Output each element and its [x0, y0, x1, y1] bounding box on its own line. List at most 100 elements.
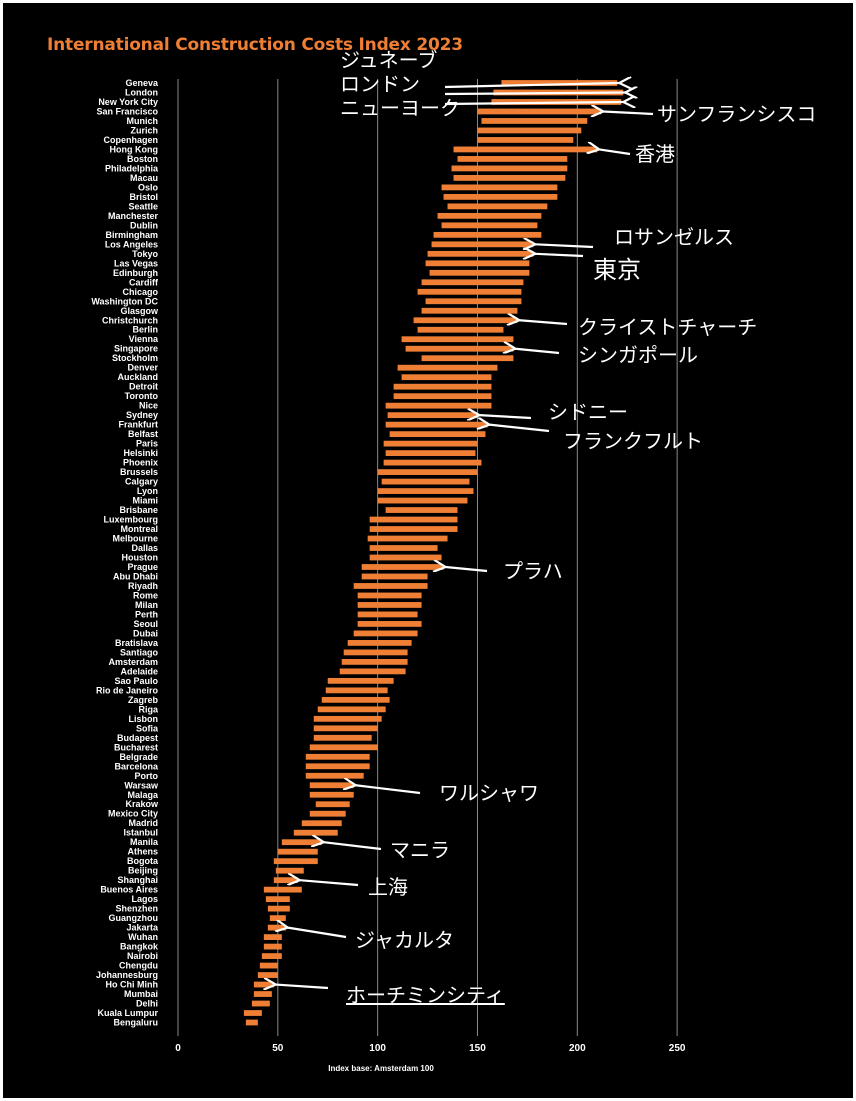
city-label: Stockholm — [112, 353, 158, 363]
city-label: Seattle — [128, 201, 158, 211]
city-label: Cardiff — [129, 277, 159, 287]
annotation-arrow — [535, 254, 584, 256]
range-bar — [361, 573, 428, 580]
range-bar — [253, 981, 274, 988]
range-bar — [301, 820, 342, 827]
annotation-label: シドニー — [548, 400, 628, 424]
range-bar — [357, 602, 422, 608]
annotation-label: シンガポール — [578, 343, 698, 367]
range-bar — [305, 772, 364, 779]
range-bar — [501, 80, 618, 86]
x-tick-label: 0 — [175, 1043, 181, 1054]
range-bar — [443, 193, 558, 200]
annotation-label: クライストチャーチ — [578, 315, 757, 339]
range-bar — [427, 250, 534, 257]
range-bar — [367, 535, 448, 542]
city-label: Zurich — [130, 125, 158, 135]
range-bar — [309, 791, 354, 798]
range-bar — [321, 696, 390, 703]
range-bar — [425, 298, 522, 305]
range-bar — [257, 972, 278, 978]
range-bar — [339, 668, 406, 675]
city-label: Chicago — [122, 287, 158, 297]
city-label: London — [125, 87, 158, 97]
x-tick-label: 50 — [272, 1043, 284, 1054]
range-bar — [275, 867, 304, 874]
city-label: Tokyo — [132, 249, 158, 259]
range-bar — [453, 175, 566, 181]
city-label: Bengaluru — [113, 1018, 158, 1028]
city-label: San Francisco — [96, 106, 158, 116]
city-label: Buenos Aires — [100, 885, 158, 895]
city-label: Mumbai — [124, 989, 158, 999]
range-bar — [243, 1010, 262, 1016]
city-label: Sao Paulo — [114, 676, 158, 686]
city-label: Berlin — [132, 325, 158, 335]
city-label: Auckland — [117, 372, 158, 382]
range-bar — [405, 345, 514, 352]
city-label: Guangzhou — [109, 913, 159, 923]
chart-frame: International Construction Costs Index 2… — [3, 3, 853, 1098]
range-bar — [477, 137, 574, 143]
city-label: Dublin — [130, 220, 158, 230]
range-bar — [385, 402, 492, 409]
city-label: Bucharest — [114, 742, 158, 752]
annotation-arrow — [603, 111, 654, 114]
city-label: Rome — [133, 590, 158, 600]
city-label: Adelaide — [120, 666, 158, 676]
city-label: Detroit — [129, 382, 158, 392]
range-bar — [267, 905, 290, 912]
city-label: Brussels — [120, 467, 158, 477]
city-label: Frankfurt — [118, 420, 158, 430]
range-bar — [305, 763, 370, 770]
range-bar — [317, 706, 386, 713]
city-label: Manchester — [108, 211, 159, 221]
range-bar — [263, 934, 282, 940]
range-bar — [421, 307, 518, 314]
range-bar — [357, 592, 422, 599]
range-bar — [369, 516, 458, 523]
range-bar — [385, 507, 458, 513]
range-bar — [369, 526, 458, 532]
range-bar — [431, 241, 534, 248]
city-label: Riyadh — [128, 581, 158, 591]
range-bar — [377, 469, 478, 475]
annotation-arrow — [599, 149, 631, 156]
range-bar — [385, 421, 488, 428]
range-bar — [357, 611, 418, 618]
city-label: Belfast — [128, 429, 158, 439]
range-bar — [309, 810, 346, 817]
range-bar — [309, 744, 378, 751]
city-label: Zagreb — [128, 695, 159, 705]
city-label: Nairobi — [127, 951, 158, 961]
city-label: Dubai — [133, 628, 158, 638]
range-bar — [263, 886, 302, 893]
range-bar — [481, 118, 588, 124]
range-bar — [293, 829, 338, 836]
range-bar — [441, 222, 538, 229]
range-bar — [397, 364, 498, 371]
range-bar — [263, 943, 282, 950]
range-bar — [281, 839, 322, 846]
range-bar — [401, 374, 492, 381]
city-label: Krakow — [125, 799, 159, 809]
city-label: Helsinki — [123, 448, 158, 458]
x-tick-label: 250 — [669, 1043, 686, 1054]
city-label: Johannesburg — [96, 970, 158, 980]
annotation-arrow — [444, 102, 623, 104]
range-bar — [457, 156, 568, 162]
city-label: Rio de Janeiro — [96, 685, 159, 695]
city-label: Perth — [135, 609, 158, 619]
range-bar — [381, 478, 470, 485]
range-bar — [259, 962, 278, 969]
range-bar — [305, 753, 370, 760]
city-label: Milan — [135, 600, 158, 610]
range-bar — [245, 1019, 258, 1026]
annotation-label: 香港 — [635, 142, 675, 166]
city-label: Nice — [139, 401, 158, 411]
city-label: Shanghai — [117, 875, 158, 885]
range-bar — [353, 630, 418, 637]
annotation-label: ワルシャワ — [439, 781, 539, 805]
city-label: Athens — [127, 847, 158, 857]
